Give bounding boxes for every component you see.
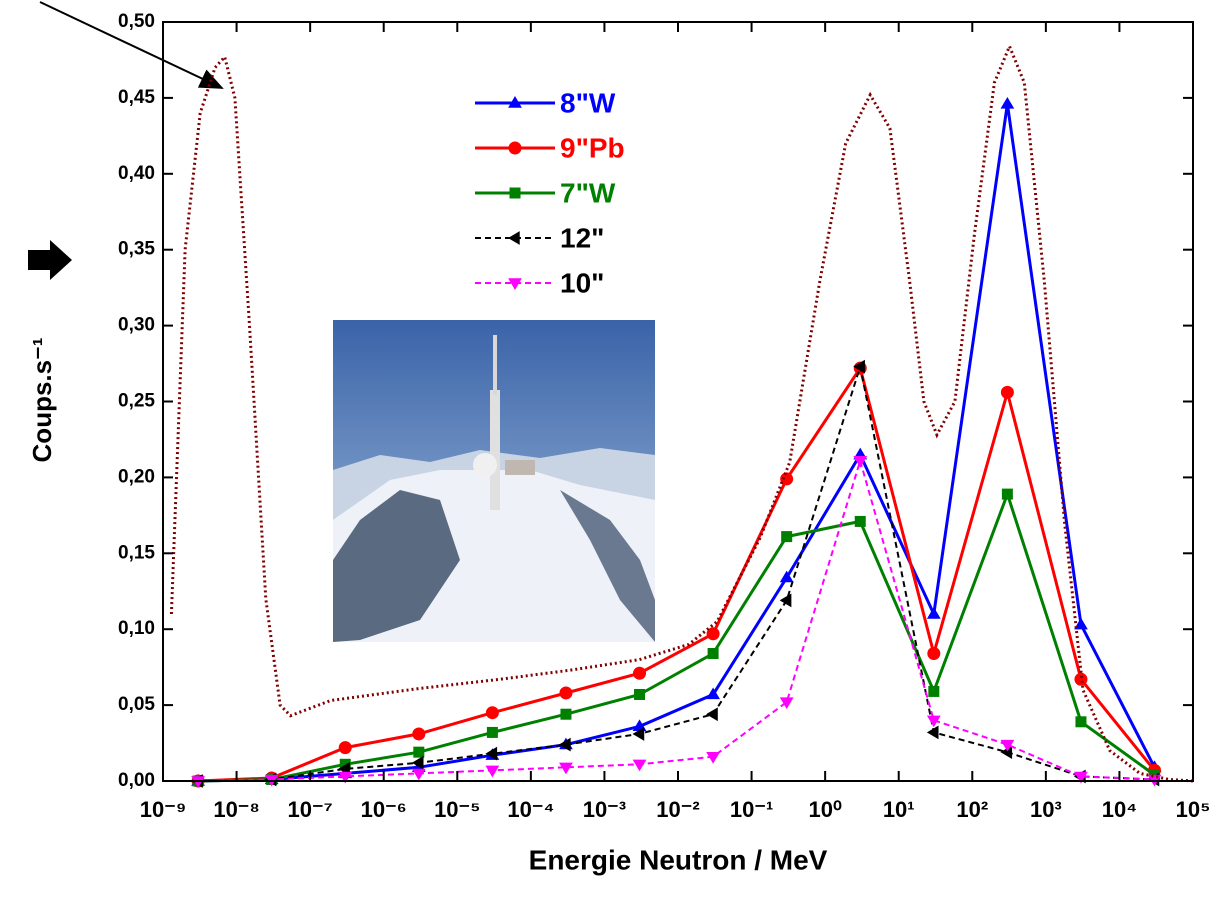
legend-marker xyxy=(509,187,521,199)
photo-inset xyxy=(333,320,655,642)
point xyxy=(928,685,940,697)
point xyxy=(560,708,572,720)
point xyxy=(853,359,865,374)
point xyxy=(1075,716,1087,728)
point xyxy=(413,746,425,758)
point xyxy=(1074,771,1088,784)
point xyxy=(485,746,498,761)
x-tick-label: 10⁴ xyxy=(1102,797,1137,822)
point xyxy=(781,531,793,543)
point xyxy=(706,752,720,764)
y-tick-label: 0,20 xyxy=(118,466,155,487)
point xyxy=(926,607,941,619)
y-tick-label: 0,15 xyxy=(118,542,155,563)
y-tick-label: 0,45 xyxy=(118,87,155,108)
x-tick-label: 10⁻² xyxy=(656,797,699,822)
point xyxy=(1001,488,1013,500)
series-line xyxy=(198,457,1155,782)
point xyxy=(632,727,645,741)
point xyxy=(411,768,426,781)
point xyxy=(338,741,352,755)
y-axis-label: Coups.s⁻¹ xyxy=(27,338,57,463)
legend-label: 12" xyxy=(560,222,604,253)
legend-label: 8"W xyxy=(560,87,616,118)
side-arrow xyxy=(28,240,72,280)
x-tick-label: 10⁻³ xyxy=(583,797,626,822)
point xyxy=(706,707,718,722)
x-tick-label: 10⁰ xyxy=(808,797,841,822)
point xyxy=(485,765,500,778)
point xyxy=(926,715,941,728)
x-tick-label: 10⁻⁹ xyxy=(140,797,187,822)
point xyxy=(485,706,499,720)
point xyxy=(1000,385,1014,399)
point xyxy=(412,727,426,741)
y-tick-label: 0,05 xyxy=(118,694,155,715)
point xyxy=(1074,672,1088,686)
legend-marker xyxy=(508,278,522,290)
y-tick-label: 0,35 xyxy=(118,239,155,260)
y-tick-label: 0,30 xyxy=(118,315,155,336)
point xyxy=(558,737,571,752)
legend-marker xyxy=(508,231,520,245)
point xyxy=(779,697,794,710)
point xyxy=(780,472,794,486)
point xyxy=(779,593,792,608)
point xyxy=(707,647,719,659)
plot-frame xyxy=(162,21,1194,782)
plot-area xyxy=(169,42,1194,788)
y-tick-label: 0,00 xyxy=(118,770,155,791)
series-line xyxy=(198,489,1156,783)
y-tick-label: 0,50 xyxy=(118,11,155,32)
series-line xyxy=(198,366,1155,782)
point xyxy=(634,688,646,700)
legend-marker xyxy=(508,96,522,108)
point xyxy=(854,515,866,527)
y-tick-label: 0,40 xyxy=(118,163,155,184)
x-tick-label: 10⁻⁴ xyxy=(507,797,554,822)
point xyxy=(633,666,647,680)
point xyxy=(1074,617,1088,630)
y-tick-label: 0,25 xyxy=(118,391,155,412)
x-tick-label: 10⁵ xyxy=(1176,797,1211,822)
annotation-arrow xyxy=(39,1,224,89)
x-tick-label: 10¹ xyxy=(883,797,915,822)
point xyxy=(1000,96,1015,109)
point xyxy=(486,726,498,738)
point xyxy=(927,646,941,660)
x-tick-label: 10² xyxy=(956,797,988,822)
x-tick-label: 10⁻⁶ xyxy=(361,797,407,822)
series-line xyxy=(169,42,1194,783)
point xyxy=(706,687,720,700)
x-tick-label: 10³ xyxy=(1030,797,1062,822)
legend-label: 9"Pb xyxy=(560,132,625,163)
x-tick-label: 10⁻⁷ xyxy=(288,797,333,822)
point xyxy=(779,570,794,583)
point xyxy=(559,762,573,775)
x-tick-label: 10⁻⁸ xyxy=(213,797,259,822)
point xyxy=(1000,739,1015,752)
point xyxy=(632,759,647,772)
point xyxy=(853,456,868,468)
point xyxy=(706,627,720,641)
legend-marker xyxy=(508,141,522,155)
x-tick-label: 10⁻⁵ xyxy=(434,797,480,822)
series-line xyxy=(198,364,1156,783)
y-tick-label: 0,10 xyxy=(118,618,155,639)
point xyxy=(559,686,573,700)
point xyxy=(411,755,424,770)
legend-label: 10" xyxy=(560,267,604,298)
point xyxy=(926,725,939,740)
x-tick-label: 10⁻¹ xyxy=(730,797,773,822)
x-axis-label: Energie Neutron / MeV xyxy=(529,844,828,875)
point xyxy=(338,771,353,784)
series-line xyxy=(198,103,1156,783)
legend-label: 7"W xyxy=(560,177,616,208)
